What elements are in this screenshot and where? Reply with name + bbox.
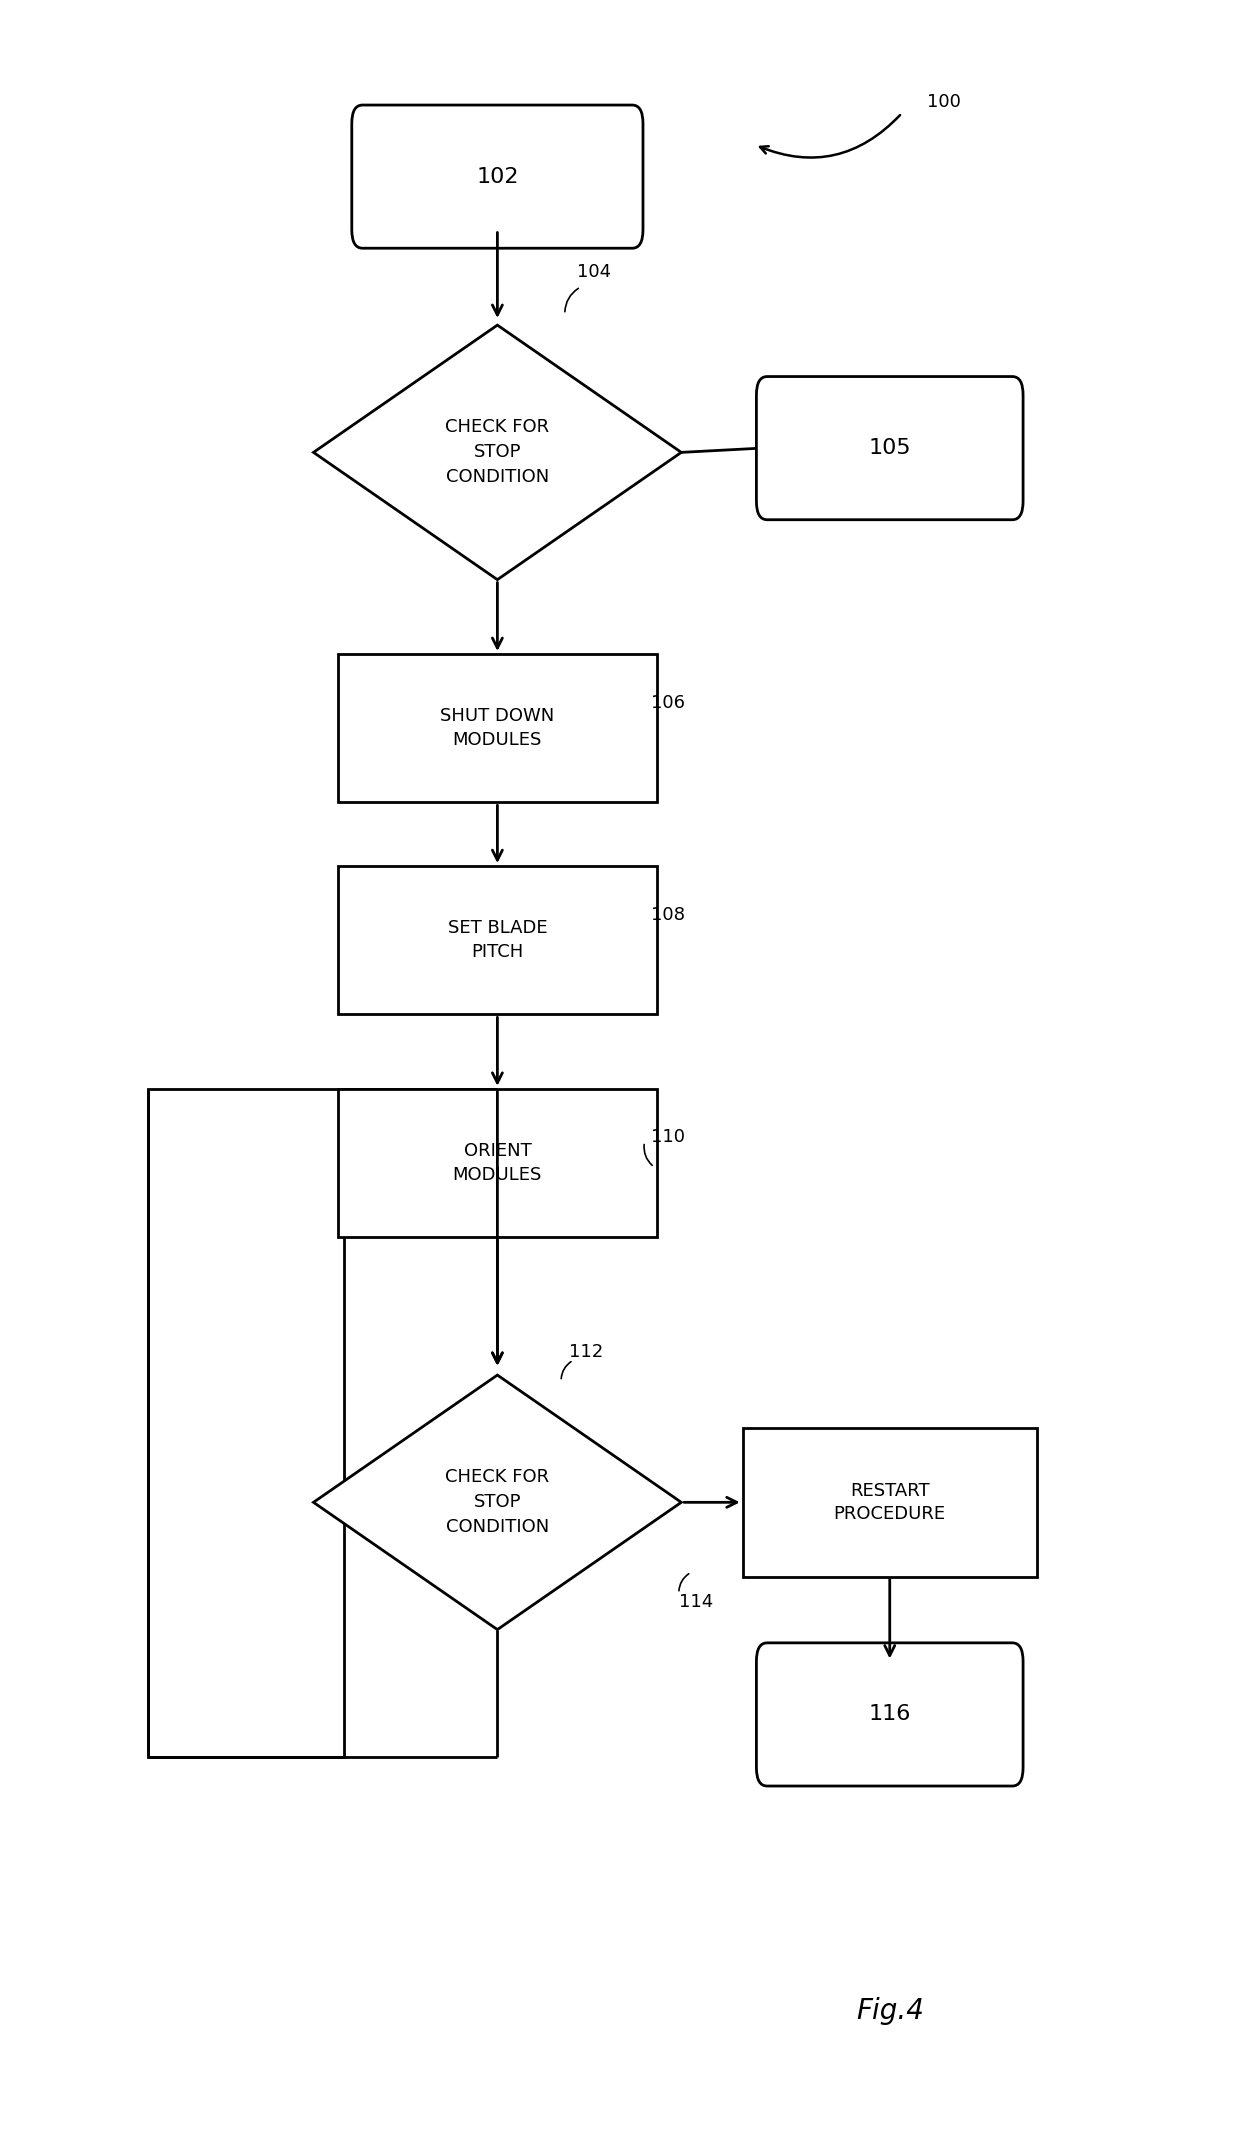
- Text: 110: 110: [651, 1129, 684, 1146]
- Text: RESTART
PROCEDURE: RESTART PROCEDURE: [833, 1482, 946, 1522]
- Text: SHUT DOWN
MODULES: SHUT DOWN MODULES: [440, 707, 554, 749]
- Text: 108: 108: [651, 905, 684, 924]
- Text: ORIENT
MODULES: ORIENT MODULES: [453, 1142, 542, 1183]
- FancyBboxPatch shape: [352, 105, 644, 248]
- FancyBboxPatch shape: [756, 1642, 1023, 1787]
- FancyBboxPatch shape: [743, 1428, 1037, 1576]
- Text: 100: 100: [926, 94, 961, 111]
- Text: 105: 105: [868, 438, 911, 459]
- Text: 104: 104: [577, 263, 611, 282]
- FancyBboxPatch shape: [339, 1089, 657, 1236]
- Polygon shape: [314, 325, 681, 579]
- Text: 116: 116: [868, 1704, 911, 1725]
- Text: SET BLADE
PITCH: SET BLADE PITCH: [448, 920, 547, 961]
- Text: 102: 102: [476, 167, 518, 186]
- FancyBboxPatch shape: [756, 376, 1023, 519]
- Text: 106: 106: [651, 694, 684, 711]
- Text: CHECK FOR
STOP
CONDITION: CHECK FOR STOP CONDITION: [445, 418, 549, 487]
- Polygon shape: [314, 1375, 681, 1629]
- FancyBboxPatch shape: [339, 867, 657, 1014]
- FancyBboxPatch shape: [339, 653, 657, 803]
- Text: 112: 112: [568, 1343, 603, 1360]
- Text: Fig.4: Fig.4: [856, 1998, 924, 2026]
- Text: CHECK FOR
STOP
CONDITION: CHECK FOR STOP CONDITION: [445, 1469, 549, 1537]
- Text: 114: 114: [678, 1593, 713, 1612]
